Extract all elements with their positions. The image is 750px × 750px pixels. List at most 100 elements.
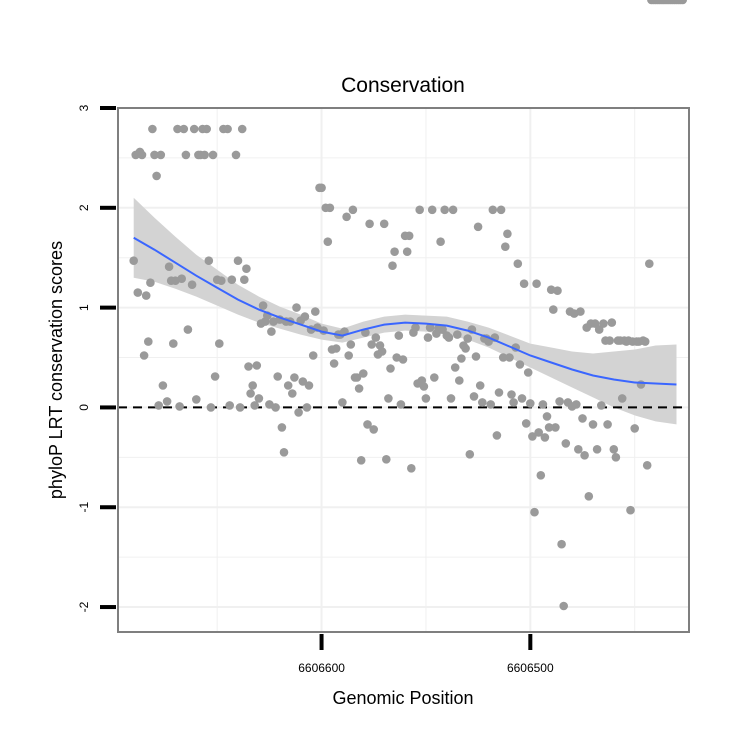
data-point bbox=[179, 124, 189, 134]
data-point bbox=[283, 381, 293, 390]
data-point bbox=[227, 275, 237, 285]
data-point bbox=[250, 401, 259, 410]
data-point bbox=[678, 0, 687, 5]
data-point bbox=[415, 205, 425, 215]
data-point bbox=[240, 275, 249, 285]
data-point bbox=[534, 428, 543, 437]
data-point bbox=[379, 219, 389, 229]
data-point bbox=[473, 222, 483, 232]
y-tick-label: 3 bbox=[77, 104, 91, 111]
data-point bbox=[208, 150, 218, 160]
data-point bbox=[471, 352, 481, 361]
data-point bbox=[304, 381, 314, 390]
y-axis-ticks: -2 -1 0 1 2 3 bbox=[77, 104, 116, 612]
data-point bbox=[597, 401, 606, 410]
data-point bbox=[267, 327, 276, 336]
data-point bbox=[611, 453, 621, 462]
data-point bbox=[302, 403, 312, 412]
data-point bbox=[244, 362, 253, 371]
y-axis-title: phyloP LRT conservation scores bbox=[46, 241, 66, 499]
data-point bbox=[580, 451, 589, 460]
data-point bbox=[425, 323, 435, 332]
data-point bbox=[438, 325, 447, 334]
data-point bbox=[509, 398, 518, 407]
data-point bbox=[450, 363, 460, 372]
data-point bbox=[388, 261, 397, 271]
data-point bbox=[555, 397, 564, 406]
data-point bbox=[300, 312, 310, 321]
data-point bbox=[519, 279, 529, 289]
data-point bbox=[636, 380, 646, 389]
data-point bbox=[505, 353, 514, 362]
data-point bbox=[594, 325, 604, 334]
data-point bbox=[551, 423, 560, 432]
data-point bbox=[609, 445, 619, 454]
data-point bbox=[521, 419, 531, 428]
data-point bbox=[152, 171, 161, 181]
data-point bbox=[215, 339, 224, 348]
data-point bbox=[544, 423, 554, 432]
data-point bbox=[359, 369, 368, 378]
data-point bbox=[617, 394, 627, 403]
data-point bbox=[139, 351, 149, 360]
data-point bbox=[371, 333, 381, 342]
data-point bbox=[141, 291, 151, 300]
data-point bbox=[536, 471, 546, 480]
data-point bbox=[572, 400, 581, 409]
data-point bbox=[329, 359, 339, 368]
data-point bbox=[317, 183, 326, 193]
data-point bbox=[175, 402, 184, 411]
data-point bbox=[294, 408, 303, 417]
data-point bbox=[528, 432, 537, 441]
data-point bbox=[369, 425, 379, 434]
data-point bbox=[325, 203, 335, 213]
data-point bbox=[311, 307, 320, 316]
data-point bbox=[162, 397, 172, 406]
data-point bbox=[204, 256, 214, 266]
data-point bbox=[605, 336, 614, 345]
data-point bbox=[463, 334, 473, 343]
chart-title: Conservation bbox=[341, 74, 465, 97]
data-point bbox=[231, 150, 241, 160]
data-point bbox=[246, 389, 255, 398]
data-point bbox=[590, 319, 600, 328]
data-point bbox=[430, 373, 439, 382]
data-points bbox=[129, 0, 687, 611]
data-point bbox=[367, 340, 377, 349]
data-point bbox=[223, 124, 232, 134]
data-point bbox=[348, 205, 358, 215]
data-point bbox=[427, 205, 437, 215]
data-point bbox=[200, 150, 209, 160]
data-point bbox=[356, 456, 366, 465]
data-point bbox=[488, 205, 498, 215]
data-point bbox=[183, 325, 193, 334]
data-point bbox=[404, 231, 414, 241]
data-point bbox=[584, 492, 594, 501]
data-point bbox=[526, 399, 535, 408]
data-point bbox=[440, 205, 450, 215]
data-point bbox=[133, 288, 143, 297]
data-point bbox=[561, 439, 571, 448]
data-point bbox=[626, 505, 635, 515]
data-point bbox=[233, 256, 243, 266]
data-point bbox=[279, 448, 289, 457]
data-point bbox=[344, 351, 354, 360]
panel-border bbox=[117, 107, 690, 633]
data-point bbox=[501, 242, 510, 251]
data-point bbox=[592, 445, 602, 454]
x-tick-label: 6606600 bbox=[298, 661, 345, 675]
data-point bbox=[273, 372, 283, 381]
data-point bbox=[288, 389, 297, 398]
data-point bbox=[290, 373, 299, 382]
data-point bbox=[365, 219, 374, 229]
data-point bbox=[538, 400, 548, 409]
data-point bbox=[532, 279, 541, 289]
data-point bbox=[507, 390, 516, 399]
data-point bbox=[363, 420, 372, 429]
data-point bbox=[242, 264, 251, 274]
data-point bbox=[407, 464, 416, 473]
data-point bbox=[129, 256, 138, 266]
data-point bbox=[308, 351, 318, 360]
data-point bbox=[513, 259, 523, 269]
